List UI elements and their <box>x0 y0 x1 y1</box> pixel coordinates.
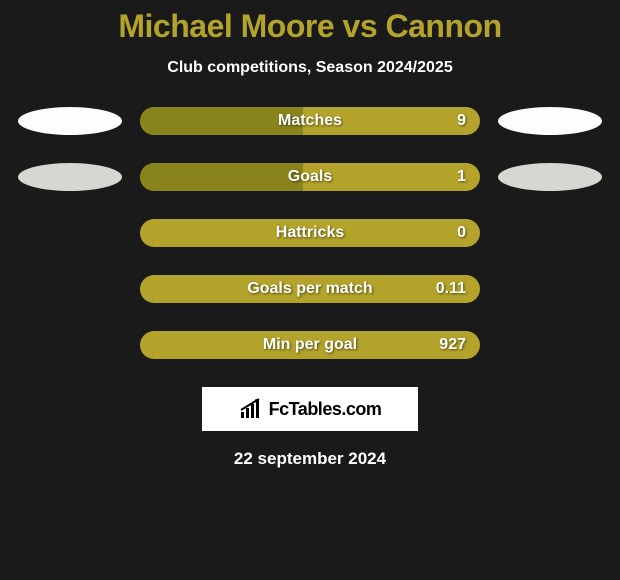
stat-row: Goals 1 <box>0 163 620 191</box>
brand-badge: FcTables.com <box>202 387 418 431</box>
stat-bar-fill <box>140 163 303 191</box>
left-oval-empty <box>18 275 122 303</box>
brand-inner: FcTables.com <box>239 398 382 420</box>
date-text: 22 september 2024 <box>0 449 620 469</box>
bars-chart-icon <box>239 398 265 420</box>
stat-row: Matches 9 <box>0 107 620 135</box>
left-oval <box>18 107 122 135</box>
subtitle: Club competitions, Season 2024/2025 <box>0 59 620 77</box>
stat-value: 0.11 <box>436 280 466 298</box>
right-oval <box>498 107 602 135</box>
stat-bar: Goals 1 <box>140 163 480 191</box>
stat-label: Hattricks <box>276 224 344 242</box>
stat-bar: Min per goal 927 <box>140 331 480 359</box>
stat-label: Matches <box>278 112 342 130</box>
stat-bar: Goals per match 0.11 <box>140 275 480 303</box>
left-oval-empty <box>18 219 122 247</box>
stat-value: 927 <box>439 336 466 354</box>
brand-text: FcTables.com <box>269 399 382 420</box>
stat-row: Min per goal 927 <box>0 331 620 359</box>
page-title: Michael Moore vs Cannon <box>0 0 620 45</box>
stat-bar: Matches 9 <box>140 107 480 135</box>
right-oval-empty <box>498 275 602 303</box>
stat-label: Goals per match <box>247 280 372 298</box>
stat-label: Goals <box>288 168 332 186</box>
right-oval-empty <box>498 331 602 359</box>
stats-rows: Matches 9 Goals 1 Hattricks 0 Goals per … <box>0 107 620 359</box>
left-oval-empty <box>18 331 122 359</box>
right-oval-empty <box>498 219 602 247</box>
stat-label: Min per goal <box>263 336 357 354</box>
stat-row: Goals per match 0.11 <box>0 275 620 303</box>
stat-value: 1 <box>457 168 466 186</box>
stat-value: 9 <box>457 112 466 130</box>
stat-value: 0 <box>457 224 466 242</box>
left-oval <box>18 163 122 191</box>
stat-row: Hattricks 0 <box>0 219 620 247</box>
right-oval <box>498 163 602 191</box>
stat-bar: Hattricks 0 <box>140 219 480 247</box>
